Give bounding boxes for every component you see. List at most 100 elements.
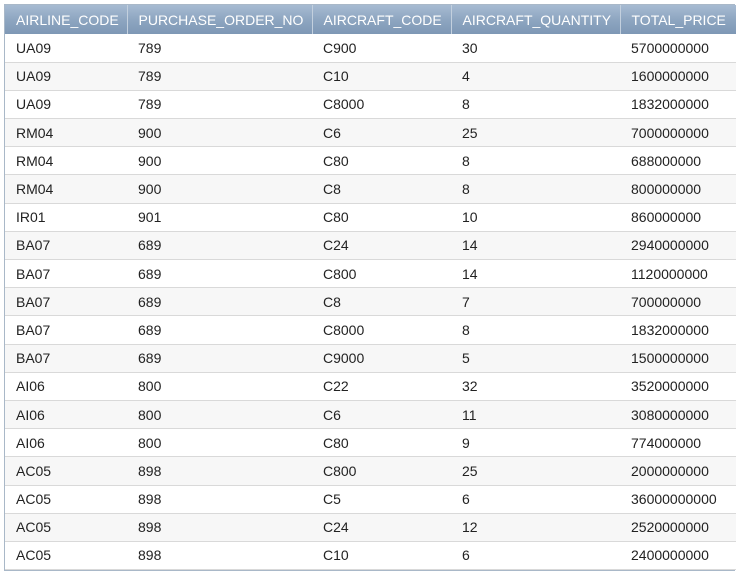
cell-aircraft-code: C8	[312, 287, 451, 317]
cell-purchase-order-no: 689	[127, 315, 312, 345]
cell-aircraft-code: C24	[312, 513, 451, 542]
cell-purchase-order-no: 900	[127, 174, 312, 204]
cell-purchase-order-no: 898	[127, 513, 312, 542]
table-row[interactable]: UA09 789 C900 30 5700000000	[5, 34, 736, 63]
cell-airline-code: UA09	[5, 90, 127, 120]
table-row[interactable]: AI06 800 C80 9 774000000	[5, 428, 736, 458]
cell-purchase-order-no: 898	[127, 456, 312, 486]
cell-airline-code: AC05	[5, 541, 127, 571]
cell-aircraft-code: C6	[312, 118, 451, 148]
cell-purchase-order-no: 789	[127, 62, 312, 91]
header-row: AIRLINE_CODE PURCHASE_ORDER_NO AIRCRAFT_…	[5, 5, 736, 34]
column-header-airline-code[interactable]: AIRLINE_CODE	[5, 5, 128, 34]
table-row[interactable]: RM04 900 C8 8 800000000	[5, 174, 736, 204]
table-row[interactable]: RM04 900 C6 25 7000000000	[5, 118, 736, 148]
results-table: AIRLINE_CODE PURCHASE_ORDER_NO AIRCRAFT_…	[5, 5, 736, 571]
cell-aircraft-code: C24	[312, 231, 451, 261]
cell-aircraft-quantity: 8	[451, 90, 620, 120]
table-row[interactable]: AI06 800 C6 11 3080000000	[5, 400, 736, 430]
table-row[interactable]: AC05 898 C24 12 2520000000	[5, 513, 736, 542]
table-row[interactable]: UA09 789 C10 4 1600000000	[5, 62, 736, 91]
cell-purchase-order-no: 689	[127, 344, 312, 373]
cell-total-price: 2000000000	[620, 456, 736, 486]
cell-purchase-order-no: 900	[127, 118, 312, 148]
table-row[interactable]: BA07 689 C8 7 700000000	[5, 287, 736, 317]
cell-purchase-order-no: 800	[127, 372, 312, 401]
table-row[interactable]: IR01 901 C80 10 860000000	[5, 203, 736, 232]
cell-airline-code: BA07	[5, 231, 127, 261]
cell-aircraft-quantity: 8	[451, 146, 620, 176]
cell-total-price: 1832000000	[620, 90, 736, 120]
cell-aircraft-quantity: 10	[451, 203, 620, 232]
cell-aircraft-quantity: 6	[451, 485, 620, 514]
cell-airline-code: AC05	[5, 513, 127, 542]
cell-airline-code: AC05	[5, 456, 127, 486]
cell-aircraft-code: C6	[312, 400, 451, 430]
cell-aircraft-quantity: 25	[451, 456, 620, 486]
cell-aircraft-code: C8	[312, 174, 451, 204]
cell-purchase-order-no: 800	[127, 428, 312, 458]
cell-aircraft-quantity: 30	[451, 34, 620, 63]
cell-aircraft-quantity: 6	[451, 541, 620, 571]
data-grid: AIRLINE_CODE PURCHASE_ORDER_NO AIRCRAFT_…	[4, 4, 736, 571]
cell-airline-code: UA09	[5, 34, 127, 63]
cell-total-price: 3080000000	[620, 400, 736, 430]
table-row[interactable]: BA07 689 C24 14 2940000000	[5, 231, 736, 261]
cell-purchase-order-no: 800	[127, 400, 312, 430]
cell-aircraft-code: C80	[312, 428, 451, 458]
cell-airline-code: AI06	[5, 400, 127, 430]
table-row[interactable]: RM04 900 C80 8 688000000	[5, 146, 736, 176]
cell-airline-code: BA07	[5, 344, 127, 373]
cell-aircraft-quantity: 14	[451, 259, 620, 289]
column-header-aircraft-code[interactable]: AIRCRAFT_CODE	[312, 5, 452, 34]
cell-aircraft-code: C900	[312, 34, 451, 63]
cell-aircraft-code: C8000	[312, 90, 451, 120]
cell-aircraft-code: C800	[312, 456, 451, 486]
table-row[interactable]: AC05 898 C800 25 2000000000	[5, 456, 736, 486]
cell-total-price: 1600000000	[620, 62, 736, 91]
cell-total-price: 7000000000	[620, 118, 736, 148]
cell-total-price: 700000000	[620, 287, 736, 317]
cell-aircraft-code: C10	[312, 541, 451, 571]
cell-aircraft-quantity: 8	[451, 315, 620, 345]
cell-aircraft-quantity: 25	[451, 118, 620, 148]
cell-total-price: 774000000	[620, 428, 736, 458]
cell-aircraft-quantity: 32	[451, 372, 620, 401]
table-row[interactable]: BA07 689 C9000 5 1500000000	[5, 344, 736, 373]
cell-purchase-order-no: 898	[127, 541, 312, 571]
column-header-total-price[interactable]: TOTAL_PRICE	[631, 11, 726, 28]
cell-aircraft-quantity: 9	[451, 428, 620, 458]
cell-purchase-order-no: 901	[127, 203, 312, 232]
column-header-aircraft-quantity[interactable]: AIRCRAFT_QUANTITY	[451, 5, 621, 34]
cell-aircraft-code: C5	[312, 485, 451, 514]
cell-aircraft-quantity: 7	[451, 287, 620, 317]
cell-purchase-order-no: 689	[127, 231, 312, 261]
cell-total-price: 5700000000	[620, 34, 736, 63]
cell-aircraft-quantity: 14	[451, 231, 620, 261]
table-row[interactable]: AC05 898 C10 6 2400000000	[5, 541, 736, 571]
table-row[interactable]: BA07 689 C8000 8 1832000000	[5, 315, 736, 345]
cell-total-price: 1832000000	[620, 315, 736, 345]
column-header-purchase-order-no[interactable]: PURCHASE_ORDER_NO	[127, 5, 313, 34]
table-header: AIRLINE_CODE PURCHASE_ORDER_NO AIRCRAFT_…	[5, 5, 736, 34]
cell-aircraft-code: C80	[312, 146, 451, 176]
cell-aircraft-code: C800	[312, 259, 451, 289]
cell-total-price: 688000000	[620, 146, 736, 176]
cell-airline-code: AC05	[5, 485, 127, 514]
cell-airline-code: BA07	[5, 259, 127, 289]
cell-airline-code: BA07	[5, 315, 127, 345]
cell-purchase-order-no: 789	[127, 34, 312, 63]
table-row[interactable]: AC05 898 C5 6 36000000000	[5, 485, 736, 514]
table-row[interactable]: AI06 800 C22 32 3520000000	[5, 372, 736, 401]
cell-airline-code: AI06	[5, 372, 127, 401]
cell-aircraft-quantity: 4	[451, 62, 620, 91]
cell-aircraft-quantity: 5	[451, 344, 620, 373]
cell-purchase-order-no: 898	[127, 485, 312, 514]
table-row[interactable]: UA09 789 C8000 8 1832000000	[5, 90, 736, 120]
cell-aircraft-code: C22	[312, 372, 451, 401]
cell-airline-code: RM04	[5, 174, 127, 204]
table-body: UA09 789 C900 30 5700000000 UA09 789 C10 4 160000…	[5, 34, 736, 571]
table-row[interactable]: BA07 689 C800 14 1120000000	[5, 259, 736, 289]
cell-total-price: 1500000000	[620, 344, 736, 373]
cell-airline-code: RM04	[5, 118, 127, 148]
